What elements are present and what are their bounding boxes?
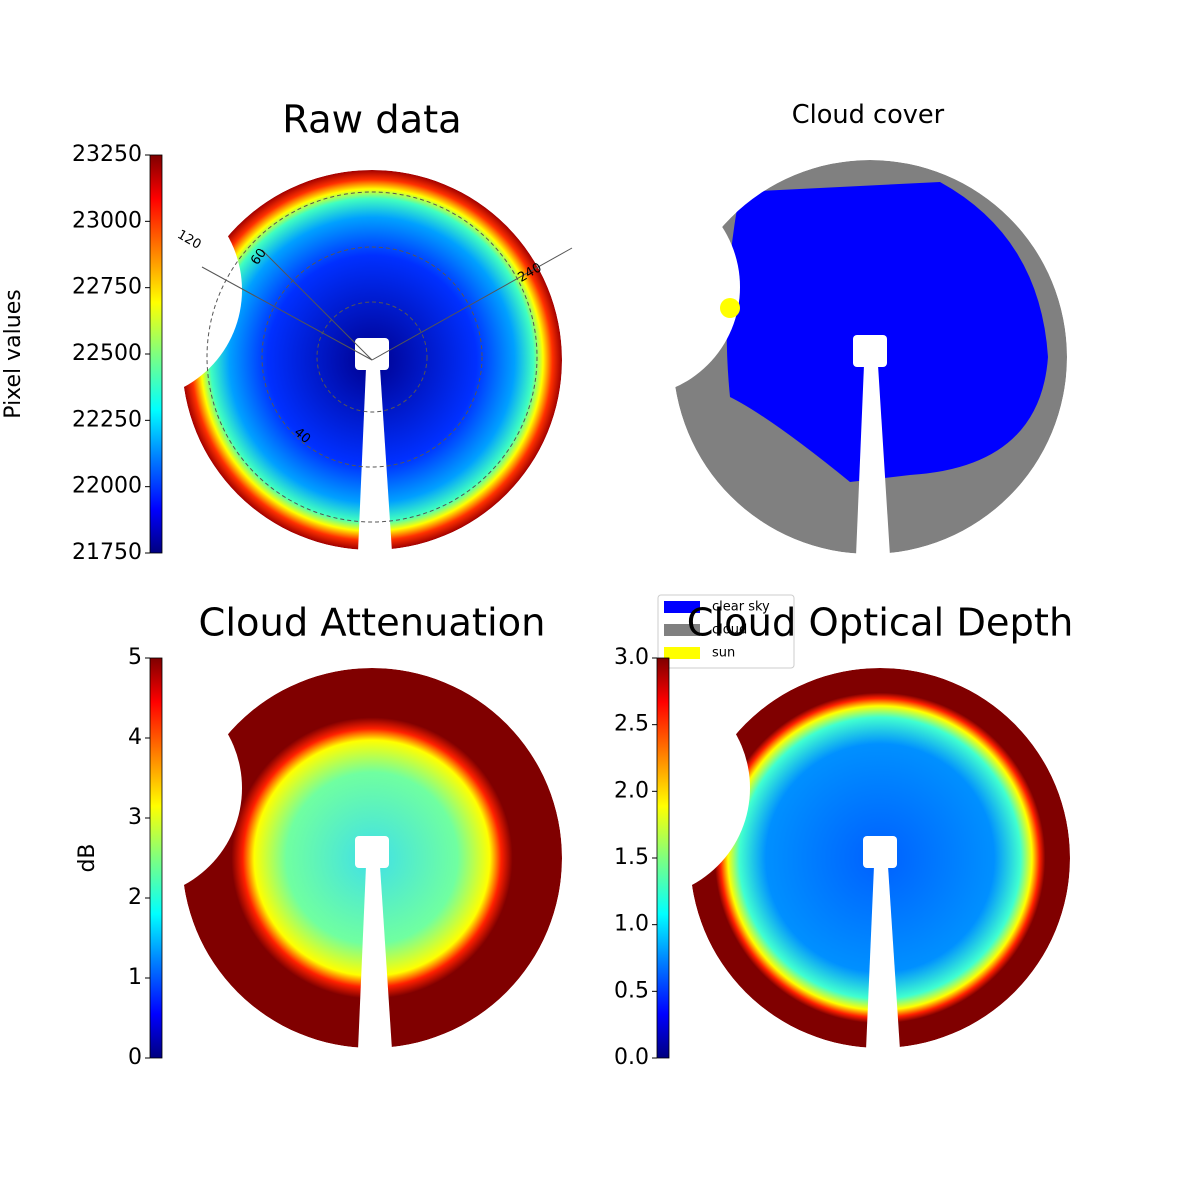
legend-swatch (664, 647, 700, 659)
colorbar-tick-label: 23250 (72, 142, 142, 167)
colorbar-label: Pixel values (1, 289, 26, 418)
sky-field (690, 668, 1070, 1048)
colorbar (656, 657, 670, 1059)
colorbar-tick-label: 21750 (72, 540, 142, 565)
legend-swatch (664, 601, 700, 613)
colorbar-tick-label: 22000 (72, 474, 142, 499)
colorbar-tick-label: 22250 (72, 407, 142, 432)
sun-marker (720, 298, 740, 318)
grid-annotation: 120 (174, 227, 203, 252)
sky-image (690, 668, 1070, 1048)
legend-label: cloud (712, 623, 747, 638)
panel-title: Cloud Attenuation (199, 601, 546, 646)
azimuth-line (371, 247, 573, 361)
sky-image (182, 668, 562, 1048)
colorbar (149, 657, 163, 1059)
colorbar-tick-label: 0.5 (614, 978, 649, 1003)
colorbar-tick-label: 4 (128, 725, 142, 750)
legend-swatch (664, 624, 700, 636)
colorbar (149, 154, 163, 554)
colorbar-tick-label: 2.0 (614, 778, 649, 803)
azimuth-line (201, 266, 373, 361)
panel-title: Raw data (282, 98, 461, 143)
colorbar-tick-label: 1.5 (614, 845, 649, 870)
zenith-circle (316, 301, 428, 413)
colorbar-tick-label: 3.0 (614, 645, 649, 670)
colorbar-tick-label: 1 (128, 965, 142, 990)
sky-image (673, 160, 1067, 554)
sky-field (182, 668, 562, 1048)
colorbar-tick-label: 0 (128, 1045, 142, 1070)
colorbar-tick-label: 22500 (72, 341, 142, 366)
legend-label: sun (712, 646, 735, 661)
colorbar-tick-label: 3 (128, 805, 142, 830)
colorbar-label: dB (75, 843, 100, 872)
colorbar-tick-label: 0.0 (614, 1045, 649, 1070)
colorbar-tick-label: 5 (128, 645, 142, 670)
zenith-circle (261, 246, 483, 468)
panel-title: Cloud cover (792, 100, 945, 130)
clear-region (726, 182, 1048, 482)
zenith-grid (201, 191, 573, 523)
panel-title: Cloud Optical Depth (687, 601, 1074, 646)
colorbar-tick-label: 22750 (72, 275, 142, 300)
colorbar-tick-label: 23000 (72, 208, 142, 233)
legend-label: clear sky (712, 600, 770, 615)
azimuth-line (261, 249, 373, 361)
zenith-circle (206, 191, 538, 523)
colorbar-tick-label: 2 (128, 885, 142, 910)
colorbar-tick-label: 1.0 (614, 912, 649, 937)
colorbar-tick-label: 2.5 (614, 712, 649, 737)
